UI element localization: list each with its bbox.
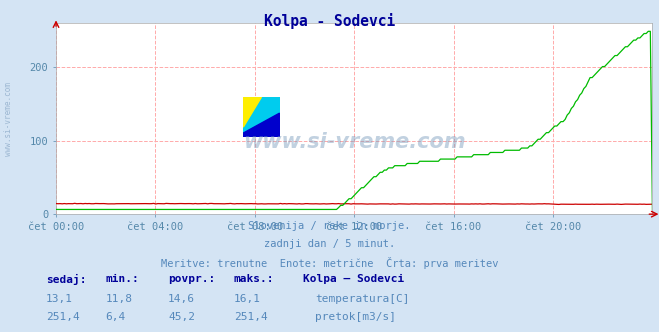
Text: zadnji dan / 5 minut.: zadnji dan / 5 minut. — [264, 239, 395, 249]
Text: 251,4: 251,4 — [46, 312, 80, 322]
Text: povpr.:: povpr.: — [168, 274, 215, 284]
Text: pretok[m3/s]: pretok[m3/s] — [315, 312, 396, 322]
Text: Slovenija / reke in morje.: Slovenija / reke in morje. — [248, 221, 411, 231]
Polygon shape — [243, 97, 279, 133]
Text: min.:: min.: — [105, 274, 139, 284]
Text: 251,4: 251,4 — [234, 312, 268, 322]
Text: 13,1: 13,1 — [46, 294, 73, 304]
Text: 11,8: 11,8 — [105, 294, 132, 304]
Text: Kolpa – Sodevci: Kolpa – Sodevci — [303, 274, 405, 284]
Text: www.si-vreme.com: www.si-vreme.com — [4, 82, 13, 156]
Polygon shape — [243, 113, 279, 137]
Text: maks.:: maks.: — [234, 274, 274, 284]
Text: sedaj:: sedaj: — [46, 274, 86, 285]
Polygon shape — [243, 97, 279, 133]
Text: 14,6: 14,6 — [168, 294, 195, 304]
Text: 45,2: 45,2 — [168, 312, 195, 322]
Text: 16,1: 16,1 — [234, 294, 261, 304]
Text: www.si-vreme.com: www.si-vreme.com — [243, 131, 465, 152]
Text: 6,4: 6,4 — [105, 312, 126, 322]
Text: Meritve: trenutne  Enote: metrične  Črta: prva meritev: Meritve: trenutne Enote: metrične Črta: … — [161, 257, 498, 269]
Text: Kolpa - Sodevci: Kolpa - Sodevci — [264, 13, 395, 29]
Polygon shape — [243, 97, 262, 127]
Text: temperatura[C]: temperatura[C] — [315, 294, 409, 304]
